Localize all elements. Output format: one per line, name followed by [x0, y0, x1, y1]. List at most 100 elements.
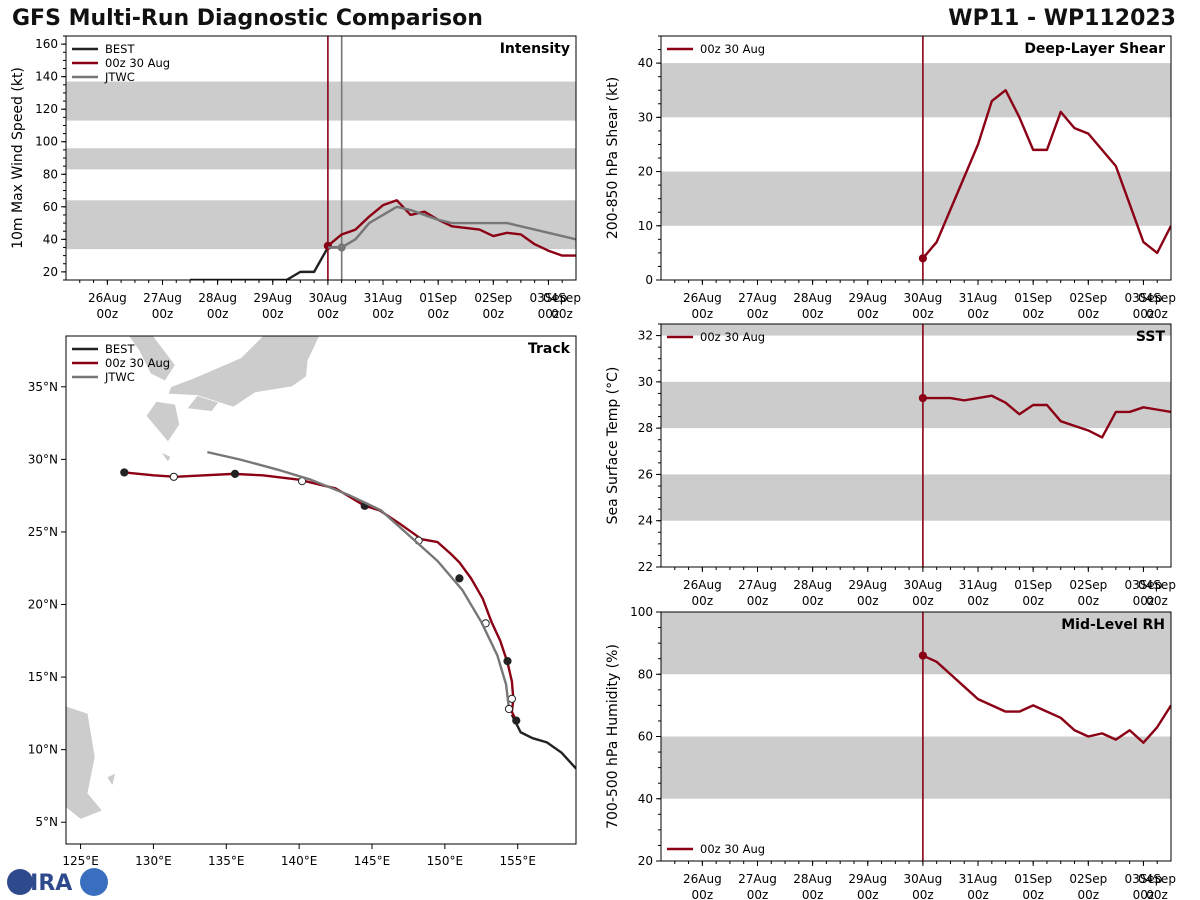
- intensity-xtick-bottom-8: 00z: [538, 307, 560, 321]
- intensity-xtick-top-7: 02Sep: [474, 291, 512, 305]
- rh-title: Mid-Level RH: [1061, 617, 1165, 633]
- intensity-legend-label-2: JTWC: [104, 70, 135, 84]
- sst-xtick-bottom-8: 00z: [1133, 594, 1155, 608]
- sst-frame: [660, 323, 1172, 568]
- shear-xtick-top-5: 31Aug: [959, 291, 998, 305]
- rh-xtick-top-4: 30Aug: [904, 872, 943, 886]
- intensity-xtick-top-0: 26Aug: [88, 291, 127, 305]
- intensity-xtick-bottom-5: 00z: [372, 307, 394, 321]
- track-ytick-label-6: 35°N: [28, 380, 58, 394]
- track-xtick-label-4: 145°E: [354, 854, 391, 868]
- shear-xtick-bottom-9: 00z: [1146, 307, 1168, 321]
- shear-ytick-label-1: 10: [638, 219, 653, 233]
- shear-xtick-bottom-3: 00z: [857, 307, 879, 321]
- intensity-ytick-label-5: 120: [35, 102, 58, 116]
- intensity-xtick-bottom-1: 00z: [152, 307, 174, 321]
- track-point-run-0: [512, 716, 521, 725]
- intensity-xtick-top-2: 28Aug: [198, 291, 237, 305]
- logo-satellite-icon: [80, 868, 108, 896]
- rh-band-0: [661, 736, 1171, 799]
- track-series-best: [510, 714, 576, 770]
- track-plot-area: [66, 336, 576, 820]
- page-title: GFS Multi-Run Diagnostic Comparison: [12, 6, 483, 31]
- track-legend-label-1: 00z 30 Aug: [105, 356, 170, 370]
- sst-ytick-label-4: 30: [638, 375, 653, 389]
- intensity-ytick-label-2: 60: [43, 200, 58, 214]
- intensity-ytick-label-1: 40: [43, 232, 58, 246]
- rh-ytick-label-4: 100: [630, 606, 653, 619]
- shear-xtick-top-3: 29Aug: [848, 291, 887, 305]
- track-point-jtwc-0: [504, 704, 514, 714]
- rh-xtick-top-9: 04Sep: [1138, 872, 1176, 886]
- intensity-xtick-top-3: 29Aug: [253, 291, 292, 305]
- shear-xtick-bottom-1: 00z: [747, 307, 769, 321]
- intensity-title: Intensity: [500, 41, 570, 57]
- intensity-ytick-label-4: 100: [35, 135, 58, 149]
- rh-xtick-top-0: 26Aug: [683, 872, 722, 886]
- track-xtick-label-3: 140°E: [281, 854, 318, 868]
- shear-chart: 0 10 20 30 40 26Aug 00z 27Aug 00z 28Aug 00z 29Aug 00…: [605, 35, 1176, 321]
- sst-band-1: [661, 381, 1171, 429]
- rh-ytick-label-1: 40: [638, 792, 653, 806]
- rh-legend-label-0: 00z 30 Aug: [700, 842, 765, 856]
- sst-series-run: [922, 394, 1171, 439]
- intensity-ytick-label-0: 20: [43, 265, 58, 279]
- track-xtick-label-0: 125°E: [62, 854, 99, 868]
- rh-xtick-top-8: 03Sep: [1124, 872, 1162, 886]
- rh-ylabel: 700-500 hPa Humidity (%): [605, 644, 621, 829]
- sst-ytick-label-2: 26: [638, 467, 653, 481]
- shear-xtick-top-4: 30Aug: [904, 291, 943, 305]
- shear-point-run-0: [918, 254, 927, 263]
- intensity-xtick-bottom-2: 00z: [207, 307, 229, 321]
- track-legend-label-2: JTWC: [104, 370, 135, 384]
- intensity-xtick-bottom-9: 00z: [551, 307, 573, 321]
- intensity-band-2: [66, 81, 576, 121]
- intensity-series-jtwc: [327, 205, 576, 249]
- sst-xtick-bottom-5: 00z: [967, 594, 989, 608]
- shear-series-run: [921, 89, 1171, 260]
- rh-chart: 20 40 60 80 100 26Aug 00z 27Aug 00z 28Aug 00z 29Aug…: [605, 606, 1176, 900]
- shear-ytick-label-2: 20: [638, 165, 653, 179]
- intensity-xtick-bottom-6: 00z: [427, 307, 449, 321]
- sst-xtick-top-7: 02Sep: [1069, 578, 1107, 592]
- sst-title: SST: [1136, 329, 1166, 345]
- sst-ytick-label-3: 28: [638, 421, 653, 435]
- intensity-plot-area: [66, 36, 576, 280]
- shear-xtick-top-9: 04Sep: [1138, 291, 1176, 305]
- rh-xtick-bottom-9: 00z: [1146, 888, 1168, 900]
- cira-logo: CIRA: [7, 868, 108, 896]
- track-ytick-label-3: 20°N: [28, 598, 58, 612]
- track-point-run-4: [455, 574, 464, 583]
- track-map: 5°N 10°N 15°N 20°N 25°N 30°N 35°N 125°E 130°E 135…: [28, 335, 577, 868]
- intensity-xtick-top-8: 03Sep: [529, 291, 567, 305]
- sst-xtick-top-2: 28Aug: [793, 578, 832, 592]
- sst-xtick-top-6: 01Sep: [1014, 578, 1052, 592]
- track-xtick-label-6: 155°E: [499, 854, 536, 868]
- track-ytick-label-4: 25°N: [28, 525, 58, 539]
- sst-ytick-label-0: 22: [638, 560, 653, 574]
- sst-xtick-bottom-9: 00z: [1146, 594, 1168, 608]
- rh-xtick-top-7: 02Sep: [1069, 872, 1107, 886]
- rh-xtick-bottom-8: 00z: [1133, 888, 1155, 900]
- rh-plot-area: [661, 612, 1171, 861]
- shear-xtick-bottom-8: 00z: [1133, 307, 1155, 321]
- intensity-band-1: [66, 148, 576, 170]
- rh-ytick-label-0: 20: [638, 854, 653, 868]
- sst-chart: 22 24 26 28 30 32 26Aug 00z 27Aug 00z 28Aug 00z 29Au…: [605, 323, 1176, 608]
- rh-xtick-top-3: 29Aug: [848, 872, 887, 886]
- rh-xtick-top-2: 28Aug: [793, 872, 832, 886]
- sst-xtick-bottom-1: 00z: [747, 594, 769, 608]
- track-point-run-1: [507, 694, 516, 703]
- shear-xtick-top-2: 28Aug: [793, 291, 832, 305]
- intensity-band-0: [66, 200, 576, 250]
- track-point-run-9: [169, 472, 178, 481]
- shear-xtick-top-1: 27Aug: [738, 291, 777, 305]
- rh-xtick-bottom-3: 00z: [857, 888, 879, 900]
- rh-xtick-bottom-5: 00z: [967, 888, 989, 900]
- intensity-xtick-top-4: 30Aug: [309, 291, 348, 305]
- intensity-xtick-top-1: 27Aug: [143, 291, 182, 305]
- intensity-point-jtwc-0: [337, 243, 346, 252]
- intensity-ytick-label-6: 140: [35, 70, 58, 84]
- track-xtick-label-2: 135°E: [208, 854, 245, 868]
